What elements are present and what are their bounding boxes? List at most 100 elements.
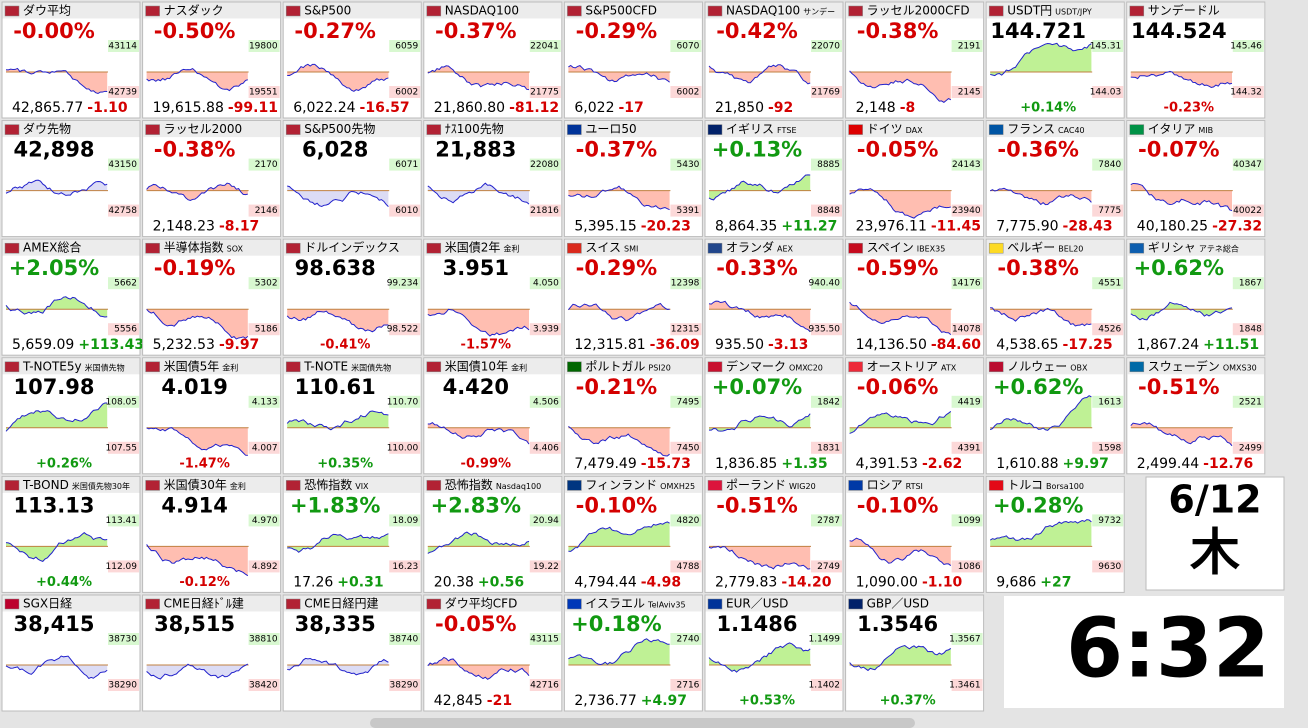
- low-bg: [529, 204, 561, 217]
- high-bg: [1232, 158, 1264, 171]
- tile[interactable]: ラッセル2000CFD-0.38% 2191 2145 2,148 -8: [845, 1, 985, 119]
- scroll-bar[interactable]: [370, 718, 915, 728]
- tile-name: フランス: [1007, 122, 1055, 136]
- tile[interactable]: S&P500-0.27% 6059 6002 6,022.24 -16.57: [282, 1, 422, 119]
- high-label: 43115: [530, 635, 559, 645]
- flag: [567, 598, 582, 610]
- tile[interactable]: デンマーク OMXC20 +0.07% 1842 1831 1,836.85 +1.35: [704, 357, 844, 475]
- tile[interactable]: 恐怖指数 VIX +1.83% 18.09 16.23 17.26 +0.31: [282, 475, 422, 593]
- tile[interactable]: 米国債5年 金利 4.019 4.133 4.007 -1.47%: [142, 357, 282, 475]
- flag: [145, 124, 160, 135]
- spark-area: [990, 519, 1092, 547]
- flag: [4, 598, 20, 610]
- tile[interactable]: NASDAQ100 サンデー -0.42% 22070 21769 21,850 -92: [704, 1, 844, 119]
- tile-value: 2,736.77: [574, 693, 636, 709]
- tile[interactable]: ポルトガル PSI20 -0.21% 7495 7450 7,479.49 -15.73: [563, 357, 703, 475]
- tile-value: 20.38: [434, 574, 474, 590]
- sparkline: [568, 185, 670, 211]
- low-label: 42716: [530, 681, 559, 691]
- tile[interactable]: イタリア MIB -0.07% 40347 40022 40,180.25 -27.32: [1126, 120, 1266, 238]
- high-bg: [1092, 40, 1124, 52]
- tile-change: -0.99%: [461, 456, 512, 471]
- tile-header: [705, 121, 843, 138]
- tile[interactable]: 米国債10年 金利4.420 4.506 4.406 -0.99%: [423, 357, 563, 475]
- tile-value: 7,479.49: [574, 456, 636, 472]
- tile[interactable]: S&P500CFD-0.29% 6070 6002 6,022 -17: [563, 1, 703, 119]
- low-label: 6002: [676, 88, 699, 98]
- tile[interactable]: ドイツ DAX -0.05% 24143 23940 23,976.11 -11.45: [845, 120, 985, 238]
- tile[interactable]: オーストリア ATX-0.06% 4419 4391 4,391.53 -2.62: [845, 357, 985, 475]
- tile[interactable]: ダウ平均-0.00% 43114 42739 42,865.77 -1.10: [1, 1, 141, 119]
- tile[interactable]: イギリス FTSE +0.13% 8885 8848 8,864.35 +11.27: [704, 120, 844, 238]
- tile-name: スイス: [585, 241, 621, 255]
- tile[interactable]: オランダ AEX -0.33% 940.40 935.50 935.50 -3.13: [704, 238, 844, 356]
- tile[interactable]: T-BOND 米国債先物30年 113.13 113.41 112.09 +0.44%: [1, 475, 141, 593]
- tile-value: 1,867.24: [1137, 337, 1199, 353]
- tile[interactable]: ダウ平均CFD-0.05% 43115 42716 42,845 -21: [423, 594, 563, 712]
- low-label: 21775: [530, 88, 559, 98]
- tile-change: -3.13: [768, 337, 808, 353]
- tile-header: [143, 358, 281, 375]
- tile[interactable]: ギリシャ アテネ総合 +0.62% 1867 1848 1,867.24 +11.51: [1126, 238, 1266, 356]
- tile-value: 5,232.53: [153, 337, 215, 353]
- tile[interactable]: AMEX総合+2.05% 5662 5556 5,659.09 +113.43: [1, 238, 144, 356]
- tile-value: 9,686: [996, 574, 1036, 590]
- tile[interactable]: スイス SMI -0.29% 12398 12315 12,315.81 -36.09: [563, 238, 703, 356]
- tile-change: +0.56: [478, 574, 524, 590]
- tile-head: +1.83%: [290, 493, 380, 517]
- tile-name: 恐怖指数: [304, 477, 352, 492]
- tile-head: +0.13%: [712, 138, 802, 162]
- low-label: 5391: [676, 206, 699, 216]
- high-label: 2521: [1239, 397, 1262, 407]
- tile[interactable]: 恐怖指数 Nasdaq100 +2.83% 20.94 19.22 20.38 +0.56: [423, 475, 563, 593]
- tile[interactable]: ユーロ50 -0.37% 5430 5391 5,395.15 -20.23: [563, 120, 703, 238]
- tile-header: [143, 476, 281, 493]
- low-bg: [951, 86, 983, 98]
- tile[interactable]: ダウ先物 42,898 43150 42758: [1, 120, 141, 238]
- tile-header: [564, 121, 702, 138]
- tile[interactable]: イスラエル TelAviv35 +0.18% 2740 2716 2,736.77 +4.9…: [563, 594, 703, 712]
- tile[interactable]: 米国債30年 金利4.914 4.970 4.892 -0.12%: [142, 475, 282, 593]
- tile[interactable]: ノルウェー OBX +0.62% 1613 1598 1,610.88 +9.97: [985, 357, 1125, 475]
- tile[interactable]: ポーランド WIG20 -0.51% 2787 2749 2,779.83 -14.20: [704, 475, 844, 593]
- high-label: 18.09: [392, 516, 418, 526]
- high-label: 22080: [530, 160, 559, 170]
- sparkline: [568, 425, 670, 457]
- tile-header: [986, 476, 1124, 493]
- tile[interactable]: ﾅｽ100先物 21,883 22080 21816: [423, 120, 563, 238]
- high-bg: [108, 158, 139, 171]
- low-bg: [1092, 323, 1124, 336]
- tile[interactable]: フィンランド OMXH25-0.10% 4820 4788 4,794.44 -4.98: [563, 475, 703, 593]
- tile[interactable]: S&P500先物 6,028 6071 6010: [282, 120, 422, 238]
- tile-change: +9.97: [1063, 456, 1109, 472]
- tile[interactable]: スペイン IBEX35 -0.59% 14176 14078 14,136.50 -84.6…: [845, 238, 985, 356]
- tile[interactable]: T-NOTE 米国債先物 110.61 110.70 110.00 +0.35%: [282, 357, 422, 475]
- tile[interactable]: トルコ Borsa100 +0.28% 9732 9630 9,686 +27: [985, 475, 1125, 593]
- tile[interactable]: USDT円 USDT/JPY 144.721 145.31 144.03 +0.14%: [985, 1, 1125, 119]
- spark-area: [849, 645, 951, 671]
- tile[interactable]: 米国債2年 金利 3.951 4.050 3.939 -1.57%: [423, 238, 563, 356]
- tile[interactable]: スウェーデン OMXS30-0.51% 2521 2499 2,499.44 -12.76: [1126, 357, 1266, 475]
- tile[interactable]: ナスダック-0.50% 19800 19551 19,615.88 -99.11: [142, 1, 282, 119]
- tile[interactable]: ラッセル2000 -0.38% 2170 2146 2,148.23 -8.17: [142, 120, 282, 238]
- tile[interactable]: 半導体指数 SOX -0.19% 5302 5186 5,232.53 -9.97: [142, 238, 282, 356]
- tile-change: -16.57: [360, 100, 410, 116]
- tile-change: -99.11: [228, 100, 278, 116]
- high-label: 1867: [1239, 279, 1262, 289]
- tile[interactable]: ベルギー BEL20 -0.38% 4551 4526 4,538.65 -17.25: [985, 238, 1125, 356]
- tile-head: 113.13: [13, 493, 94, 517]
- tile[interactable]: NASDAQ100-0.37% 22041 21775 21,860.80 -81.12: [423, 1, 563, 119]
- tile[interactable]: T-NOTE5y 米国債先物 107.98 108.05 107.55 +0.26%: [1, 357, 141, 475]
- tile-head: 42,898: [13, 138, 94, 162]
- tile[interactable]: ロシア RTSI -0.10% 1099 1086 1,090.00 -1.10: [845, 475, 985, 593]
- tile[interactable]: フランス CAC40 -0.36% 7840 7775 7,775.90 -28.43: [985, 120, 1125, 238]
- high-label: 4.133: [252, 397, 278, 407]
- tile-header: [424, 121, 562, 138]
